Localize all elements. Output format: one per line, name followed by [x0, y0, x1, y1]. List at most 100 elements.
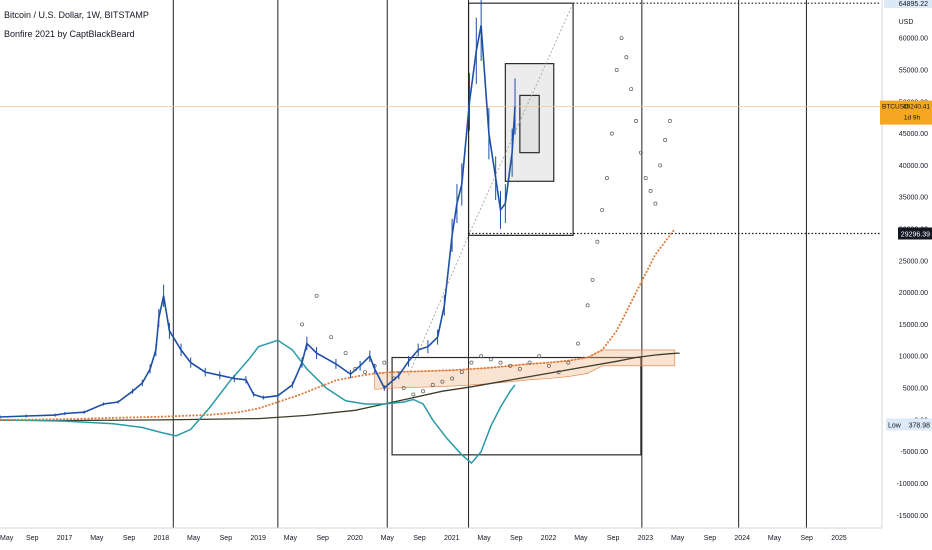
time-tick-label: May	[671, 535, 685, 542]
series-layer	[0, 0, 680, 465]
projection-point	[546, 363, 551, 368]
price-tick-label: -10000.00	[896, 481, 928, 488]
time-tick-label: Sep	[704, 535, 717, 542]
projection-point	[498, 360, 503, 365]
time-tick-label: May	[768, 535, 782, 542]
price-scale: USD60000.0055000.0050000.0045000.0040000…	[880, 0, 932, 520]
price-tick-label: 35000.00	[899, 195, 928, 202]
last-price-value: 49240.41	[903, 104, 930, 111]
projection-point	[638, 150, 643, 155]
time-tick-label: 2019	[250, 535, 266, 542]
drawing-box-0[interactable]	[391, 356, 642, 456]
price-tick-label: -15000.00	[896, 513, 928, 520]
price-tick-label: 10000.00	[899, 354, 928, 361]
projection-point	[629, 87, 634, 92]
series-teal[interactable]	[0, 339, 516, 465]
price-tick-label: 45000.00	[899, 131, 928, 138]
price-candles	[0, 0, 516, 419]
projection-point	[605, 176, 609, 181]
price-scale-panel[interactable]	[882, 0, 932, 528]
projection-point	[401, 386, 406, 390]
series-dark[interactable]	[0, 352, 680, 422]
projection-point	[576, 341, 580, 346]
time-scale: May Sep 2017 May Sep 2018 May Sep 2019 May Sep 2020…	[0, 535, 847, 542]
time-tick-label: 2018	[154, 535, 170, 542]
projection-point	[459, 370, 464, 375]
projection-point	[634, 118, 638, 123]
projection-point	[658, 163, 663, 168]
price-tick-label: 15000.00	[899, 322, 928, 329]
projection-point	[614, 68, 619, 72]
time-tick-label: Sep	[316, 535, 329, 542]
price-tick-label: 55000.00	[899, 67, 928, 74]
price-tick-label: -5000.00	[900, 449, 928, 456]
projection-point	[537, 354, 542, 359]
drawing-box-3[interactable]	[519, 94, 540, 154]
time-tick-label: May	[381, 535, 395, 542]
last-price-marker[interactable]	[880, 100, 932, 125]
projection-point	[609, 131, 614, 136]
low-marker-value: 378.98	[909, 422, 931, 429]
time-tick-label: 2022	[541, 535, 557, 542]
projection-point	[624, 55, 629, 60]
projection-point	[314, 293, 319, 298]
projection-point	[590, 277, 595, 282]
series-orange-ma[interactable]	[0, 228, 676, 421]
time-tick-label: May	[187, 535, 201, 542]
last-price-symbol: BTCUSD	[882, 104, 909, 111]
projection-point	[556, 370, 561, 375]
time-tick-label: 2024	[734, 535, 750, 542]
high-marker	[884, 0, 932, 8]
time-scale-panel[interactable]	[0, 528, 932, 550]
projection-point	[663, 138, 668, 142]
projection-point	[382, 360, 387, 365]
high-marker-value: 64895.22	[899, 1, 928, 8]
projection-point	[517, 367, 522, 371]
time-tick-label: Sep	[26, 535, 39, 542]
time-tick-label: 2017	[57, 535, 73, 542]
projection-point	[643, 176, 648, 181]
time-tick-label: Sep	[801, 535, 814, 542]
horizontal-levels	[0, 2, 880, 235]
low-marker-label: Low	[888, 422, 902, 429]
price-tick-label: 20000.00	[899, 290, 928, 297]
projection-point	[363, 370, 367, 375]
vertical-lines	[172, 0, 807, 528]
indicator-title[interactable]: Bonfire 2021 by CaptBlackBeard	[4, 29, 135, 39]
projection-point	[440, 379, 445, 384]
projection-point	[585, 303, 590, 308]
projection-point	[479, 354, 484, 359]
price-tick-label: 60000.00	[899, 36, 928, 43]
time-tick-label: May	[0, 535, 14, 542]
drawing-boxes	[391, 2, 642, 456]
time-tick-label: 2023	[638, 535, 654, 542]
price-tick-label: 5000.00	[903, 386, 928, 393]
time-tick-label: May	[90, 535, 104, 542]
projection-point	[411, 392, 416, 397]
projection-point	[488, 357, 493, 362]
projection-point	[329, 335, 334, 340]
level-marker[interactable]	[898, 227, 932, 240]
time-tick-label: Sep	[123, 535, 136, 542]
time-tick-label: 2021	[444, 535, 460, 542]
time-tick-label: Sep	[510, 535, 523, 542]
projection-point	[527, 360, 532, 365]
projection-point	[619, 36, 624, 41]
time-tick-label: May	[477, 535, 491, 542]
time-tick-label: 2020	[347, 535, 363, 542]
last-price-countdown: 1d 9h	[904, 115, 921, 122]
projection-point	[600, 207, 605, 212]
projection-point	[648, 188, 653, 193]
projection-point	[667, 118, 672, 123]
currency-label: USD	[899, 19, 914, 26]
symbol-title[interactable]: Bitcoin / U.S. Dollar, 1W, BITSTAMP	[4, 10, 149, 20]
time-tick-label: May	[574, 535, 588, 542]
price-tick-label: 40000.00	[899, 163, 928, 170]
projection-point	[343, 351, 348, 356]
series-projection	[300, 36, 672, 397]
time-tick-label: May	[284, 535, 298, 542]
projection-point	[421, 389, 426, 394]
time-tick-label: Sep	[607, 535, 620, 542]
